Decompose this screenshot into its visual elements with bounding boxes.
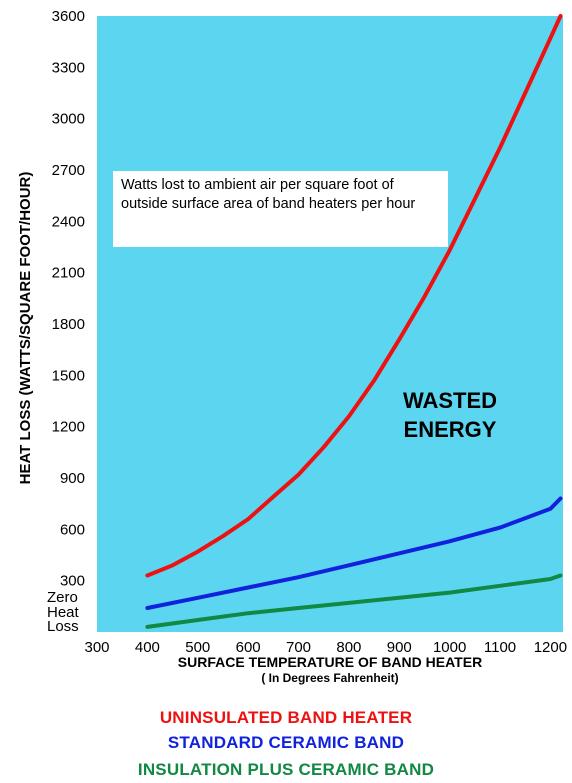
y-tick-label: 300 bbox=[60, 573, 85, 590]
x-axis-title: SURFACE TEMPERATURE OF BAND HEATER bbox=[178, 654, 482, 670]
y-tick-label: 1800 bbox=[52, 316, 85, 333]
x-tick-label: 600 bbox=[236, 639, 261, 656]
y-tick-label: 3000 bbox=[52, 111, 85, 128]
x-axis-ticks: 300 400 500 600 700 800 900 1000 1100 1200 bbox=[84, 639, 567, 656]
x-tick-label: 300 bbox=[84, 639, 109, 656]
chart-svg: 3600 3300 3000 2700 2400 2100 1800 1500 1200 900 6… bbox=[17, 8, 567, 685]
y-zero-label-line: Zero bbox=[47, 589, 78, 606]
series-line-1 bbox=[145, 496, 563, 610]
x-tick-label: 500 bbox=[185, 639, 210, 656]
x-tick-label: 700 bbox=[286, 639, 311, 656]
y-axis-title: HEAT LOSS (WATTS/SQUARE FOOT/HOUR) bbox=[17, 172, 34, 485]
y-tick-label: 2100 bbox=[52, 265, 85, 282]
y-tick-label: 1500 bbox=[52, 367, 85, 384]
x-tick-label: 900 bbox=[387, 639, 412, 656]
y-zero-label-line: Loss bbox=[47, 618, 79, 635]
plot-area bbox=[97, 16, 563, 632]
wasted-energy-label-line2: ENERGY bbox=[404, 417, 497, 442]
x-tick-label: 1200 bbox=[534, 639, 567, 656]
series-line-0 bbox=[145, 14, 563, 578]
y-tick-label: 3600 bbox=[52, 8, 85, 25]
series-layer bbox=[145, 14, 563, 629]
y-tick-label: 1200 bbox=[52, 419, 85, 436]
annotation-text: Watts lost to ambient air per square foo… bbox=[121, 177, 416, 212]
y-tick-label: 900 bbox=[60, 470, 85, 487]
y-tick-label: 2400 bbox=[52, 213, 85, 230]
x-tick-label: 1000 bbox=[433, 639, 466, 656]
y-tick-label: 600 bbox=[60, 521, 85, 538]
legend-entry-uninsulated: UNINSULATED BAND HEATER bbox=[159, 708, 413, 727]
y-zero-label-line: Heat bbox=[47, 604, 80, 621]
x-tick-label: 1100 bbox=[484, 639, 516, 656]
legend-entry-standard-ceramic: STANDARD CERAMIC BAND bbox=[167, 733, 405, 752]
y-tick-label: 2700 bbox=[52, 162, 85, 179]
legend-entry-insulation-plus: INSULATION PLUS CERAMIC BAND bbox=[137, 760, 435, 779]
x-axis-subtitle: ( In Degrees Fahrenheit) bbox=[261, 671, 398, 685]
x-tick-label: 400 bbox=[135, 639, 160, 656]
y-axis-ticks: 3600 3300 3000 2700 2400 2100 1800 1500 1200 900 6… bbox=[52, 8, 85, 590]
y-tick-label: 3300 bbox=[52, 59, 85, 76]
x-tick-label: 800 bbox=[336, 639, 361, 656]
wasted-energy-label-line1: WASTED bbox=[403, 388, 497, 413]
annotation-box: Watts lost to ambient air per square foo… bbox=[113, 171, 448, 247]
series-line-2 bbox=[145, 573, 563, 629]
